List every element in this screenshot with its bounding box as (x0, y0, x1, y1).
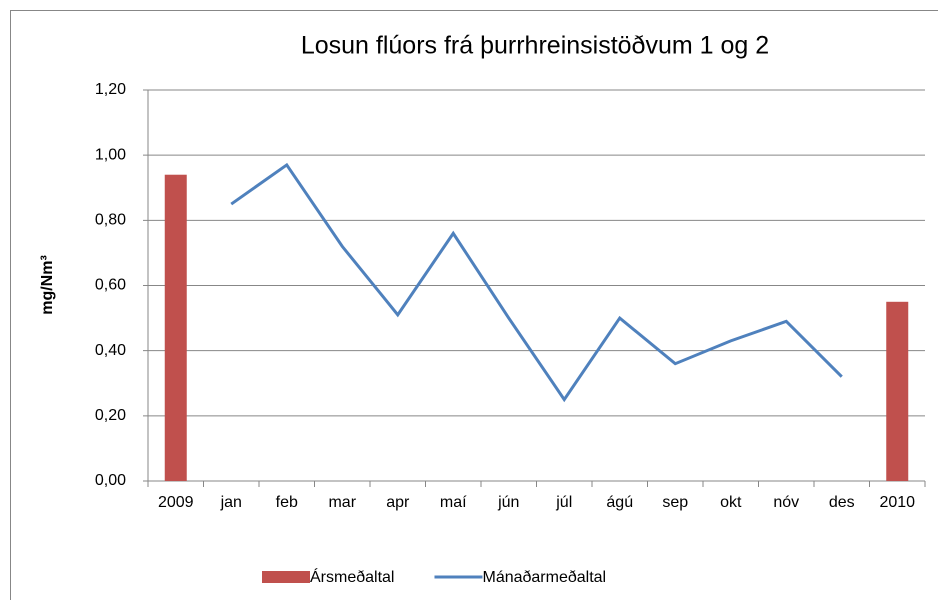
y-tick-label: 0,60 (95, 277, 126, 294)
x-tick-label: apr (386, 494, 410, 511)
x-tick-label: feb (276, 494, 298, 511)
y-tick-label: 0,40 (95, 342, 126, 359)
x-tick-label: sep (662, 494, 688, 511)
x-tick-label: júl (555, 494, 572, 511)
x-tick-label: maí (440, 494, 467, 511)
chart-border (10, 10, 938, 600)
x-tick-label: ágú (606, 494, 633, 511)
x-tick-label: 2010 (879, 494, 915, 511)
legend-label: Ársmeðaltal (310, 567, 394, 586)
x-tick-label: nóv (773, 494, 799, 511)
line (230, 162, 843, 403)
x-tick-label: des (829, 494, 855, 511)
bar (886, 301, 909, 481)
x-tick-label: 2009 (158, 494, 194, 511)
bar (164, 174, 187, 481)
legend-label: Mánaðarmeðaltal (482, 569, 606, 586)
y-tick-label: 0,80 (95, 212, 126, 229)
y-axis-label: mg/Nm³ (39, 255, 56, 315)
y-tick-label: 1,20 (95, 81, 126, 98)
y-tick-label: 1,00 (95, 146, 126, 163)
legend-swatch (262, 571, 310, 583)
x-tick-label: jan (220, 494, 242, 511)
chart-title: Losun flúors frá þurrhreinsistöðvum 1 og… (301, 32, 769, 60)
x-tick-label: jún (497, 494, 519, 511)
x-tick-label: okt (720, 494, 742, 511)
y-tick-label: 0,00 (95, 472, 126, 489)
y-tick-label: 0,20 (95, 407, 126, 424)
x-tick-label: mar (328, 494, 356, 511)
